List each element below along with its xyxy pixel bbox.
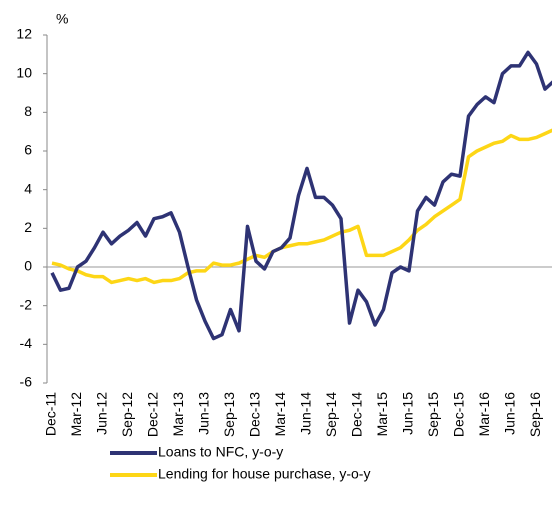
y-tick-label: 12 xyxy=(16,26,32,42)
y-tick-label: 6 xyxy=(24,142,32,158)
x-tick-label: Jun-15 xyxy=(400,392,416,435)
y-tick-label: -6 xyxy=(20,374,33,390)
y-tick-label: -2 xyxy=(20,296,33,312)
x-tick-label: Jun-13 xyxy=(196,392,212,435)
x-tick-label: Sep-16 xyxy=(527,392,543,437)
x-tick-label: Mar-16 xyxy=(476,392,492,437)
y-tick-label: 10 xyxy=(16,64,32,80)
x-tick-label: Sep-14 xyxy=(323,392,339,437)
line-series xyxy=(51,128,552,285)
y-tick-label: -4 xyxy=(20,335,33,351)
x-tick-label: Mar-15 xyxy=(374,392,390,437)
x-tick-label: Jun-16 xyxy=(502,392,518,435)
x-tick-label: Sep-12 xyxy=(119,392,135,437)
legend-label: Loans to NFC, y-o-y xyxy=(158,444,283,460)
x-tick-label: Dec-14 xyxy=(349,392,365,437)
x-tick-label: Mar-14 xyxy=(272,392,288,437)
x-tick-label: Jun-14 xyxy=(298,392,314,435)
x-tick-label: Dec-12 xyxy=(145,392,161,437)
x-tick-label: Mar-13 xyxy=(170,392,186,437)
y-tick-label: 8 xyxy=(24,103,32,119)
line-series xyxy=(50,50,552,341)
x-tick-label: Sep-15 xyxy=(425,392,441,437)
x-tick-label: Dec-13 xyxy=(247,392,263,437)
y-tick-label: 0 xyxy=(24,258,32,274)
x-tick-label: Jun-12 xyxy=(94,392,110,435)
x-tick-label: Dec-11 xyxy=(43,392,59,436)
x-tick-label: Dec-15 xyxy=(451,392,467,437)
y-tick-label: 4 xyxy=(24,180,32,196)
legend-label: Lending for house purchase, y-o-y xyxy=(158,466,370,482)
y-tick-label: 2 xyxy=(24,219,32,235)
x-tick-label: Sep-13 xyxy=(221,392,237,437)
x-tick-label: Mar-12 xyxy=(68,392,84,437)
y-unit: % xyxy=(56,11,68,27)
